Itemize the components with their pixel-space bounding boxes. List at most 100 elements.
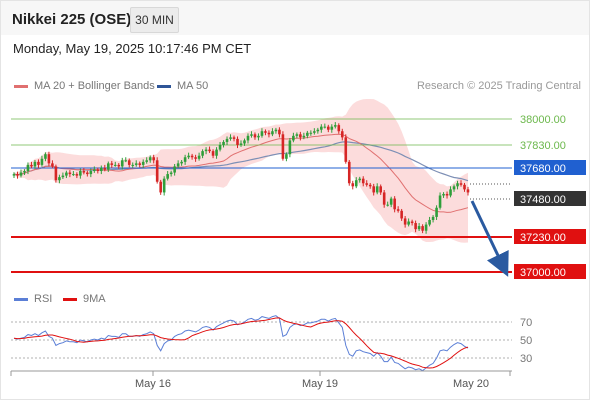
candle-body (344, 137, 348, 162)
candle-body (347, 161, 351, 184)
candle-body (438, 195, 442, 208)
candle-body (410, 221, 414, 224)
candle-body (396, 209, 400, 211)
candle-body (260, 131, 264, 136)
candle-body (386, 204, 389, 206)
candle-body (155, 160, 159, 182)
candle-body (288, 140, 292, 155)
candle-body (239, 143, 243, 146)
label-37680: 37680.00 (520, 163, 566, 175)
candle-body (145, 160, 149, 162)
candle-body (208, 149, 211, 152)
candle-body (131, 164, 135, 166)
candle-body (183, 157, 187, 162)
candle-body (120, 160, 124, 167)
rsi-label-30: 30 (520, 353, 532, 365)
timestamp: Monday, May 19, 2025 10:17:46 PM CET (13, 41, 252, 56)
ma50-swatch (157, 84, 171, 88)
candle-body (68, 172, 72, 175)
label-last-price: 37480.00 (520, 194, 566, 206)
candle-body (327, 126, 330, 130)
candle-body (264, 131, 267, 133)
candle-body (400, 210, 403, 219)
x-label-may20: May 20 (453, 378, 489, 390)
candle-body (333, 125, 337, 127)
candle-body (281, 134, 285, 159)
candle-body (33, 161, 37, 167)
label-38000: 38000.00 (520, 114, 566, 126)
last-price-box (514, 191, 586, 206)
ma9-swatch (63, 297, 77, 301)
candle-body (267, 132, 271, 135)
candle-body (82, 171, 86, 173)
candle-body (176, 163, 180, 167)
candle-body (459, 183, 463, 185)
candle-body (79, 171, 82, 176)
candle-body (417, 226, 421, 230)
legend-ma50: MA 50 (157, 80, 208, 92)
candle-body (23, 171, 26, 173)
legend-rsi: RSI (14, 293, 52, 305)
candle-body (246, 135, 250, 141)
candle-body (117, 164, 121, 167)
candle-body (12, 174, 16, 176)
candle-body (463, 184, 466, 190)
candle-body (393, 198, 396, 210)
support2-label-box (514, 264, 586, 279)
candle-body (466, 189, 470, 193)
candle-body (169, 172, 173, 175)
legend-ma9-label: 9MA (83, 293, 106, 305)
candle-body (166, 174, 169, 179)
candle-body (138, 163, 142, 165)
legend-ma50-label: MA 50 (177, 80, 209, 92)
candle-body (340, 131, 344, 138)
candle-body (299, 134, 302, 138)
rsi-ma9-line (13, 317, 469, 369)
candle-body (44, 154, 47, 159)
candle-body (428, 219, 431, 225)
candle-body (19, 172, 23, 176)
candle-body (58, 177, 61, 181)
candle-body (162, 178, 166, 193)
timeframe-button[interactable]: 30 MIN (130, 7, 179, 33)
candle-body (274, 129, 278, 132)
candle-body (421, 226, 424, 231)
candle-body (103, 167, 107, 170)
label-37830: 37830.00 (520, 140, 566, 152)
header-bar: Nikkei 225 (OSE) 30 MIN (1, 1, 589, 35)
ma50-line (13, 141, 469, 182)
x-label-may19: May 19 (302, 378, 338, 390)
candlestick-series (12, 122, 470, 234)
candle-body (375, 186, 379, 193)
candle-body (445, 193, 449, 196)
bollinger-band (14, 99, 468, 243)
candle-body (124, 160, 128, 162)
candle-body (361, 178, 365, 184)
candle-body (75, 174, 79, 176)
candle-body (452, 186, 456, 190)
candle-body (379, 186, 382, 193)
candle-body (351, 183, 355, 187)
candle-body (424, 224, 428, 231)
candle-body (51, 163, 54, 167)
candle-body (330, 126, 334, 130)
candle-body (180, 161, 183, 164)
candle-body (127, 160, 131, 165)
candle-body (159, 181, 162, 193)
candle-body (173, 166, 176, 173)
candle-body (316, 129, 320, 132)
candle-body (100, 167, 103, 172)
candle-body (250, 134, 253, 136)
candle-body (106, 163, 110, 170)
rsi-label-70: 70 (520, 317, 532, 329)
candle-body (40, 158, 44, 165)
candle-body (295, 134, 299, 136)
rsi-swatch (14, 297, 28, 301)
candle-body (313, 131, 316, 133)
candle-body (232, 137, 236, 139)
candle-body (278, 129, 281, 135)
candle-body (449, 189, 452, 196)
candle-body (302, 135, 306, 138)
candle-body (26, 164, 30, 172)
